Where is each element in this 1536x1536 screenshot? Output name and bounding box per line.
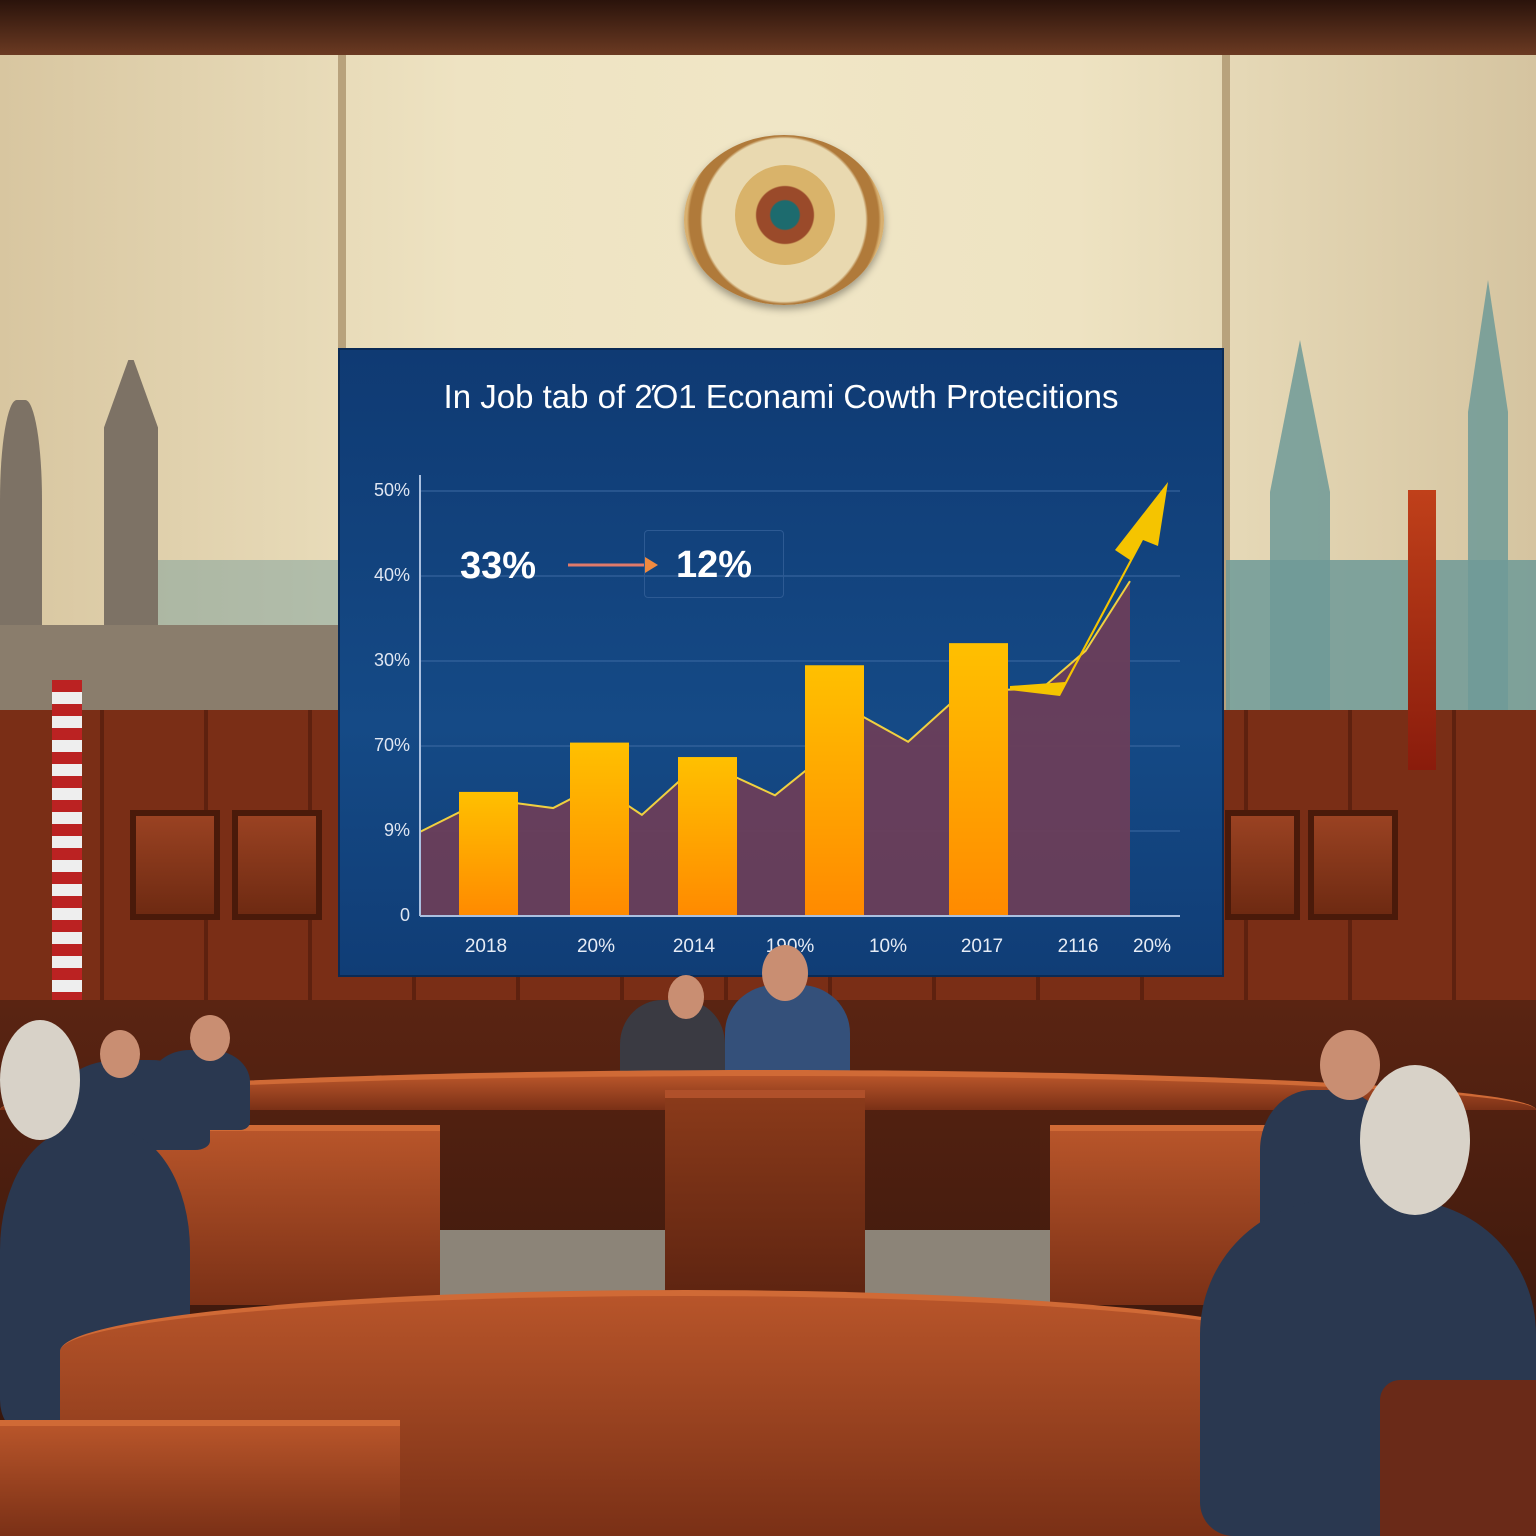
podium bbox=[665, 1090, 865, 1315]
wood-panel bbox=[1225, 810, 1300, 920]
presenter-head bbox=[668, 975, 704, 1019]
x-tick-label: 2116 bbox=[1057, 936, 1099, 957]
foreground-desk bbox=[0, 1420, 400, 1536]
wood-panel bbox=[1308, 810, 1398, 920]
x-tick-label: 2017 bbox=[960, 936, 1004, 957]
x-tick-label: 20% bbox=[1132, 936, 1172, 957]
council-member-head bbox=[190, 1015, 230, 1061]
chart-title: In Job tab of 2Ό1 Econami Cowth Protecit… bbox=[443, 378, 1119, 415]
domed-building bbox=[0, 400, 42, 650]
area-series bbox=[420, 581, 1130, 916]
y-tick-label: 50% bbox=[373, 480, 410, 500]
council-member-head bbox=[1320, 1030, 1380, 1100]
civic-building bbox=[0, 625, 340, 720]
council-member-head bbox=[0, 1020, 80, 1140]
council-member-head bbox=[100, 1030, 140, 1078]
chair bbox=[1380, 1380, 1536, 1536]
eagle-seal-icon bbox=[735, 165, 835, 265]
bar bbox=[678, 757, 737, 916]
council-member bbox=[150, 1050, 250, 1130]
x-tick-label: 2014 bbox=[672, 936, 716, 957]
council-member-head bbox=[1360, 1065, 1470, 1215]
wood-panel bbox=[232, 810, 322, 920]
tower bbox=[104, 360, 158, 630]
bar bbox=[570, 742, 629, 916]
trend-arrow-icon bbox=[1010, 482, 1168, 696]
x-tick-label: 2018 bbox=[464, 936, 508, 957]
callout-to-value: 12% bbox=[644, 530, 784, 598]
bar bbox=[805, 665, 864, 916]
y-tick-label: 0 bbox=[399, 905, 410, 925]
presentation-screen: In Job tab of 2Ό1 Econami Cowth Protecit… bbox=[340, 350, 1222, 975]
bar bbox=[949, 643, 1008, 916]
y-tick-label: 70% bbox=[373, 735, 410, 755]
us-flag bbox=[52, 680, 82, 1010]
wall-divider bbox=[1222, 55, 1230, 725]
callout-from-value: 33% bbox=[460, 545, 537, 587]
x-tick-label: 20% bbox=[576, 936, 616, 957]
wood-panel bbox=[130, 810, 220, 920]
bar bbox=[459, 791, 518, 916]
y-tick-label: 40% bbox=[373, 565, 410, 585]
council-desk-left bbox=[140, 1125, 440, 1305]
callout-arrowhead-icon bbox=[645, 557, 658, 573]
speaker-head bbox=[762, 945, 808, 1001]
red-flag bbox=[1408, 490, 1436, 770]
skyline-right bbox=[1226, 560, 1536, 720]
ceiling bbox=[0, 0, 1536, 55]
chart-plot bbox=[419, 475, 1180, 917]
y-tick-label: 30% bbox=[373, 650, 410, 670]
x-tick-label: 10% bbox=[868, 936, 908, 957]
y-tick-label: 9% bbox=[383, 820, 410, 840]
